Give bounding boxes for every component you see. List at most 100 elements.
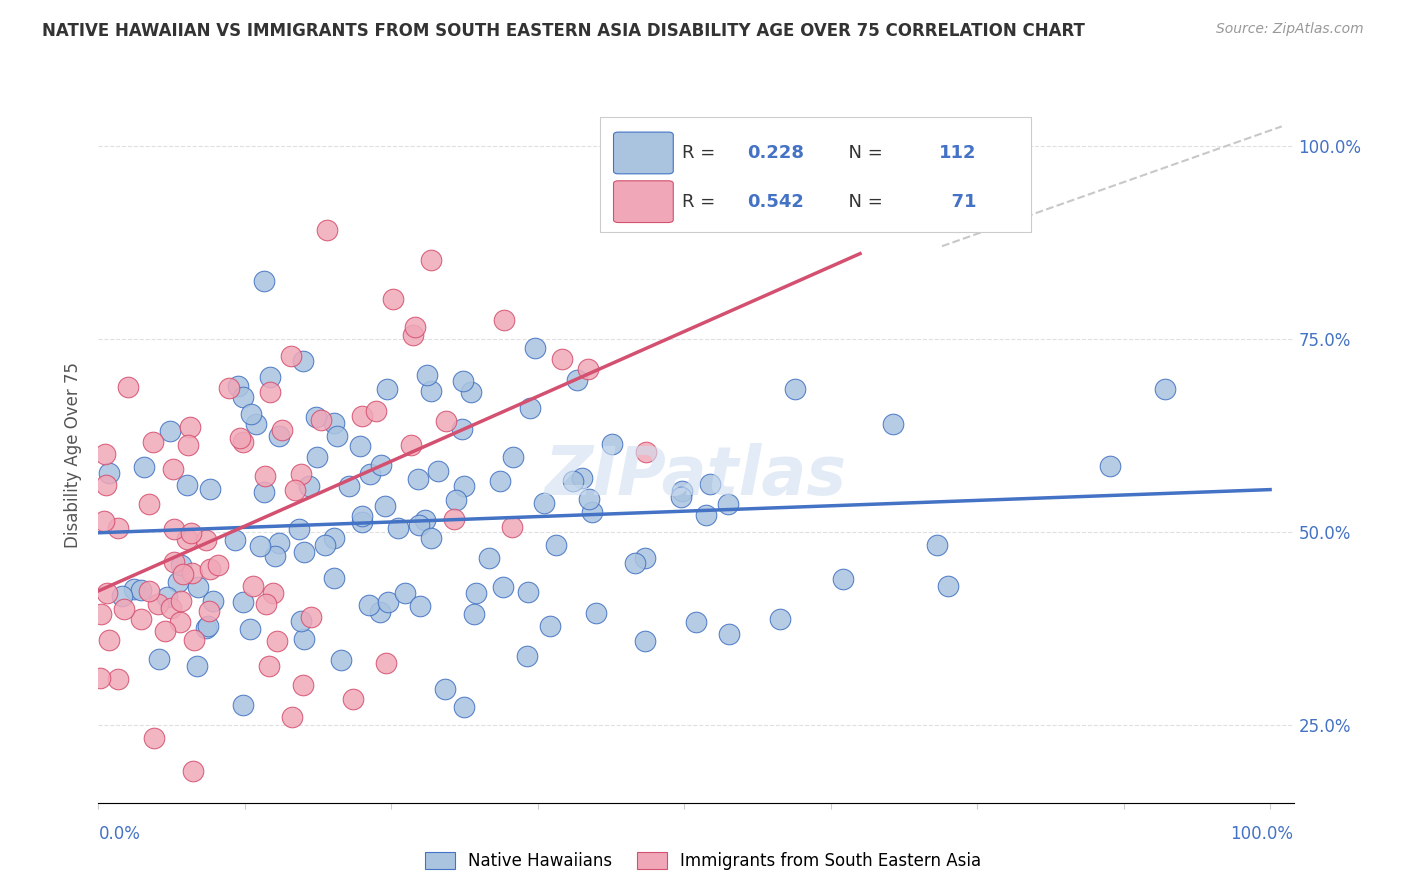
Point	[330, 653, 353, 667]
Point	[232, 390, 254, 404]
Point	[195, 621, 218, 635]
Point	[699, 477, 721, 491]
Point	[153, 624, 176, 639]
Point	[769, 612, 792, 626]
Text: 0.542: 0.542	[748, 193, 804, 211]
Point	[271, 423, 294, 437]
Point	[451, 374, 474, 388]
Point	[533, 496, 555, 510]
Point	[408, 599, 430, 614]
Point	[578, 491, 600, 506]
Point	[374, 499, 396, 513]
Point	[179, 420, 201, 434]
Point	[309, 413, 332, 427]
Point	[111, 589, 134, 603]
Point	[198, 561, 221, 575]
Point	[160, 601, 183, 615]
Point	[404, 320, 426, 334]
Point	[122, 582, 145, 597]
Legend: Native Hawaiians, Immigrants from South Eastern Asia: Native Hawaiians, Immigrants from South …	[419, 847, 987, 875]
Point	[169, 615, 191, 629]
Point	[242, 579, 264, 593]
Point	[253, 469, 276, 483]
Point	[197, 604, 219, 618]
Point	[181, 566, 204, 581]
Point	[444, 493, 467, 508]
Point	[107, 672, 129, 686]
Point	[131, 582, 153, 597]
Point	[882, 417, 904, 431]
FancyBboxPatch shape	[613, 181, 673, 222]
Point	[249, 539, 271, 553]
Point	[517, 585, 540, 599]
Point	[253, 485, 276, 500]
Point	[546, 538, 568, 552]
Point	[245, 417, 267, 431]
Point	[502, 450, 524, 464]
Point	[416, 368, 439, 382]
Point	[420, 531, 443, 545]
Point	[413, 513, 436, 527]
Point	[148, 651, 170, 665]
Point	[290, 467, 312, 482]
Point	[176, 533, 198, 547]
Point	[478, 550, 501, 565]
Point	[280, 349, 302, 363]
Point	[281, 710, 304, 724]
Text: ZIPatlas: ZIPatlas	[546, 442, 846, 508]
Point	[323, 531, 346, 545]
Point	[501, 520, 523, 534]
Point	[269, 536, 291, 550]
Point	[401, 438, 423, 452]
Point	[634, 550, 657, 565]
Point	[129, 612, 152, 626]
Point	[298, 479, 321, 493]
Point	[832, 572, 855, 586]
Point	[600, 437, 623, 451]
Point	[162, 522, 184, 536]
Point	[93, 514, 115, 528]
Point	[314, 538, 336, 552]
Point	[159, 424, 181, 438]
Point	[183, 764, 205, 778]
Point	[290, 614, 312, 628]
Point	[93, 447, 115, 461]
Point	[402, 328, 425, 343]
Point	[163, 555, 186, 569]
Point	[180, 526, 202, 541]
Point	[406, 472, 429, 486]
Point	[717, 497, 740, 511]
Point	[202, 594, 225, 608]
Point	[551, 351, 574, 366]
Point	[671, 483, 693, 498]
Point	[112, 602, 135, 616]
Point	[266, 634, 288, 648]
Point	[200, 482, 222, 496]
Point	[239, 622, 262, 636]
Point	[381, 292, 404, 306]
Point	[148, 597, 170, 611]
Point	[142, 434, 165, 449]
Point	[394, 586, 416, 600]
Point	[538, 619, 561, 633]
Point	[685, 615, 707, 629]
Point	[259, 385, 281, 400]
Point	[322, 571, 344, 585]
Point	[98, 466, 121, 480]
Point	[718, 626, 741, 640]
FancyBboxPatch shape	[600, 118, 1031, 232]
Text: N =: N =	[837, 193, 889, 211]
Point	[183, 632, 205, 647]
Point	[352, 508, 374, 523]
Point	[138, 584, 160, 599]
Point	[377, 595, 399, 609]
Point	[156, 591, 179, 605]
Point	[269, 429, 291, 443]
Point	[256, 597, 278, 611]
Point	[516, 648, 538, 663]
Point	[187, 580, 209, 594]
Point	[460, 384, 482, 399]
Point	[451, 422, 474, 436]
Point	[359, 467, 381, 481]
Point	[350, 409, 373, 424]
